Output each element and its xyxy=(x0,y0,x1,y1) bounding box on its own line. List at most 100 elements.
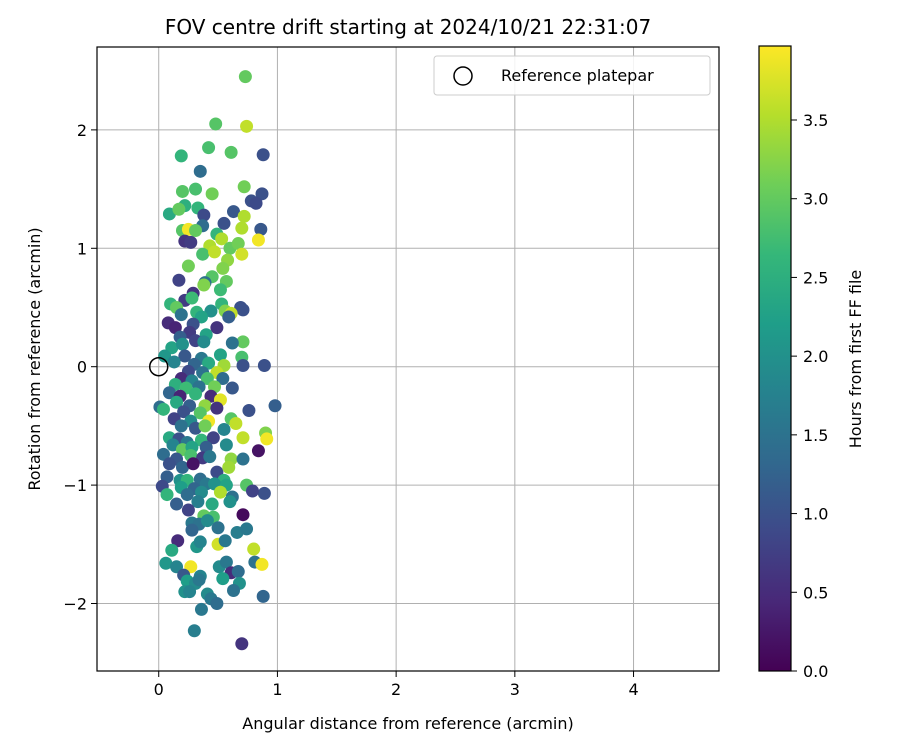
data-point xyxy=(181,259,195,273)
x-tick-label: 2 xyxy=(391,680,401,699)
data-point xyxy=(247,542,261,556)
data-point xyxy=(189,224,203,238)
data-point xyxy=(185,291,199,305)
colorbar-tick-label: 1.0 xyxy=(803,505,828,524)
data-point xyxy=(217,422,231,436)
x-axis-label: Angular distance from reference (arcmin) xyxy=(242,714,573,733)
data-point xyxy=(187,624,201,638)
data-point xyxy=(194,602,208,616)
data-point xyxy=(235,247,249,261)
data-point xyxy=(236,335,250,349)
legend-entry-reference-platepar: Reference platepar xyxy=(501,66,654,85)
data-point xyxy=(213,283,227,297)
data-point xyxy=(203,450,217,464)
data-point xyxy=(196,247,210,261)
data-point xyxy=(202,356,216,370)
data-point xyxy=(162,457,176,471)
data-point xyxy=(222,310,236,324)
data-point xyxy=(204,304,218,318)
y-tick-label: −1 xyxy=(63,476,87,495)
data-point xyxy=(210,321,224,335)
x-tick-label: 0 xyxy=(154,680,164,699)
chart-title: FOV centre drift starting at 2024/10/21 … xyxy=(165,15,651,39)
data-point xyxy=(255,557,269,571)
data-point xyxy=(219,555,233,569)
data-points xyxy=(153,70,282,651)
data-point xyxy=(249,196,263,210)
colorbar-tick-label: 3.0 xyxy=(803,190,828,209)
data-point xyxy=(159,556,173,570)
colorbar-tick-label: 2.5 xyxy=(803,268,828,287)
plot-frame xyxy=(96,46,720,672)
x-tick-label: 4 xyxy=(628,680,638,699)
data-point xyxy=(254,222,268,236)
data-point xyxy=(246,484,259,498)
data-point xyxy=(156,402,170,416)
data-point xyxy=(192,573,206,587)
colorbar-tick-label: 3.5 xyxy=(803,111,828,130)
data-point xyxy=(231,237,245,251)
colorbar-tick-label: 0.0 xyxy=(803,662,828,681)
data-point xyxy=(205,187,219,201)
data-point xyxy=(242,404,256,418)
data-point xyxy=(193,406,207,420)
data-point xyxy=(240,522,254,536)
data-point xyxy=(255,187,269,201)
y-axis-ticks: −2 −1 0 1 2 xyxy=(63,121,97,614)
data-point xyxy=(216,261,230,275)
y-tick-label: 1 xyxy=(77,239,87,258)
data-point xyxy=(198,419,212,433)
data-point xyxy=(231,565,245,579)
data-point xyxy=(225,336,239,350)
colorbar-tick-label: 0.5 xyxy=(803,583,828,602)
data-point xyxy=(181,503,195,517)
data-point xyxy=(256,589,270,603)
data-point xyxy=(178,349,192,363)
data-point xyxy=(213,485,227,499)
data-point xyxy=(219,438,233,452)
data-point xyxy=(256,148,270,162)
data-point xyxy=(160,488,174,502)
data-point xyxy=(197,208,211,222)
data-point xyxy=(185,523,199,537)
data-point xyxy=(235,637,249,651)
data-point xyxy=(227,205,241,219)
data-point xyxy=(260,432,274,446)
data-point xyxy=(183,585,197,599)
x-tick-label: 1 xyxy=(272,680,282,699)
legend-marker-icon xyxy=(453,66,473,86)
data-point xyxy=(251,233,265,247)
data-point xyxy=(209,117,223,131)
data-point xyxy=(236,303,250,317)
data-point xyxy=(217,216,231,230)
data-point xyxy=(191,495,205,509)
y-tick-label: 2 xyxy=(77,121,87,140)
data-point xyxy=(211,521,225,535)
data-point xyxy=(165,543,179,557)
data-point xyxy=(227,583,241,597)
data-point xyxy=(216,572,230,586)
colorbar-tick-label: 1.5 xyxy=(803,426,828,445)
data-point xyxy=(210,597,224,611)
data-point xyxy=(237,209,251,223)
data-point xyxy=(175,460,189,474)
data-point xyxy=(229,417,243,431)
data-point xyxy=(208,245,222,259)
data-point xyxy=(156,447,170,461)
data-point xyxy=(257,486,271,500)
data-point xyxy=(174,149,188,163)
data-point xyxy=(167,355,181,369)
data-point xyxy=(193,535,207,549)
data-point xyxy=(251,444,265,458)
y-axis-label: Rotation from reference (arcmin) xyxy=(25,227,44,490)
data-point xyxy=(175,184,189,198)
data-point xyxy=(257,359,271,373)
data-point xyxy=(213,348,227,362)
data-point xyxy=(200,514,214,528)
data-point xyxy=(205,497,219,511)
x-axis-ticks: 0 1 2 3 4 xyxy=(154,671,639,699)
data-point xyxy=(170,497,184,511)
reference-platepar-marker xyxy=(148,356,169,377)
data-point xyxy=(175,337,189,351)
